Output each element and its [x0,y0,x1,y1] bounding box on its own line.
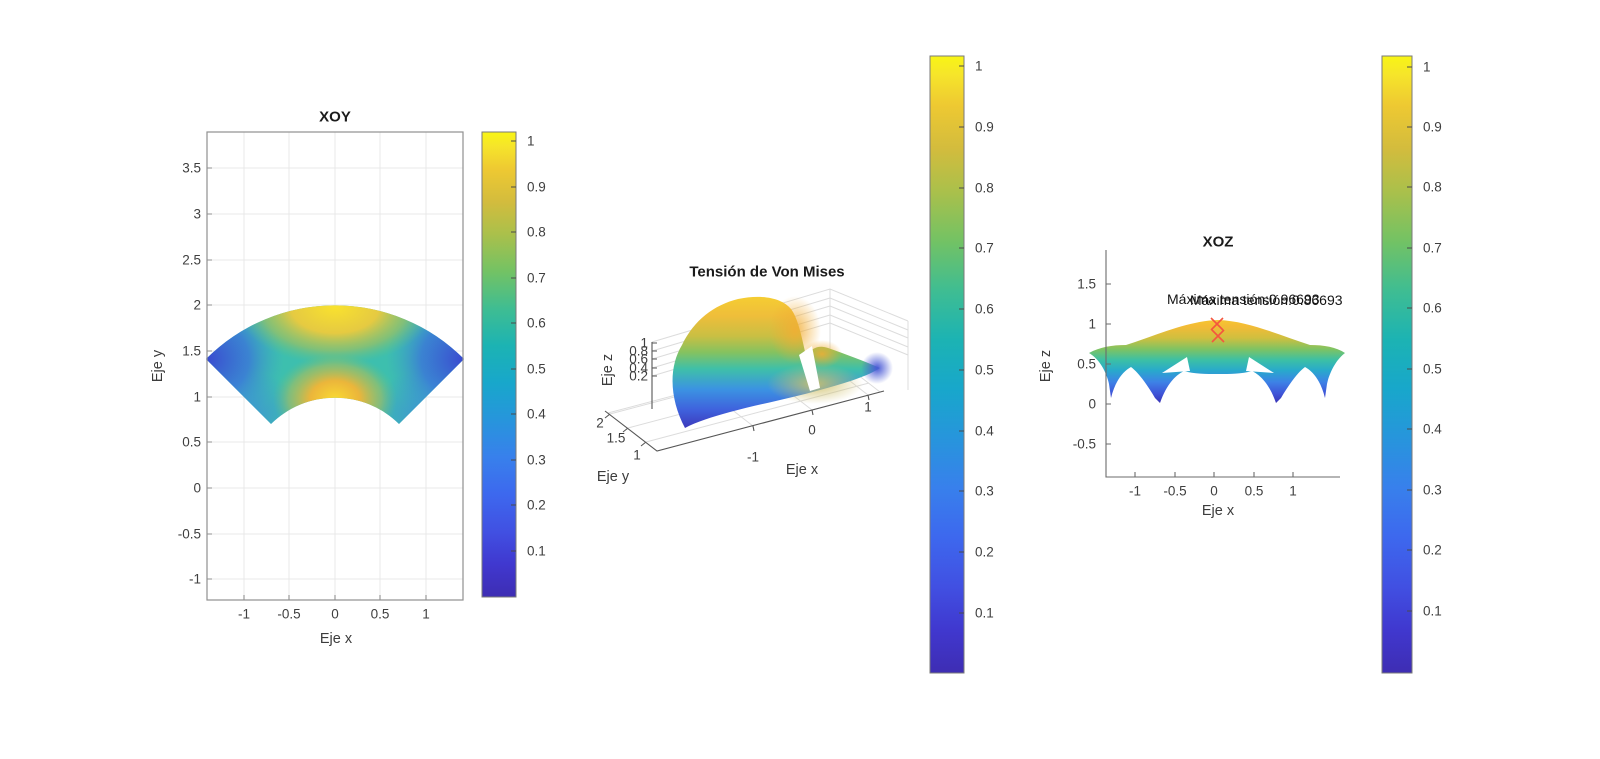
vonmises-xtick: 0 [808,422,816,438]
xoz-xtick: 1 [1289,483,1297,499]
xoy-ytick: 1 [193,389,201,405]
xoy-colorbar [481,131,517,598]
vonmises-cbtick: 0.4 [975,423,994,439]
xoy-ytick: 2 [193,297,201,313]
xoz-ztick: 1 [1088,316,1096,332]
vonmises-zlabel: Eje z [599,353,616,387]
vonmises-ylabel: Eje y [596,468,630,485]
xoy-cbtick: 0.2 [527,497,546,513]
xoz-cbtick: 0.9 [1423,119,1442,135]
vonmises-ytick: 1 [633,447,641,463]
xoy-cbtick: 0.6 [527,315,546,331]
max-marker-1 [1210,317,1224,331]
xoy-xtick: -0.5 [277,606,301,622]
xoy-ylabel: Eje y [149,349,166,383]
xoy-title: XOY [319,108,351,126]
vonmises-title: Tensión de Von Mises [689,263,845,281]
xoy-ytick: 3 [193,206,201,222]
xoy-xtick: -1 [237,606,251,622]
vonmises-cbtick: 0.2 [975,544,994,560]
vonmises-cbtick: 0.1 [975,605,994,621]
xoz-title: XOZ [1202,233,1234,251]
xoz-colorbar [1381,55,1413,674]
xoz-cbtick: 0.2 [1423,542,1442,558]
vonmises-xtick: -1 [746,449,760,465]
xoy-ytick: 3.5 [182,160,201,176]
xoz-axes [1105,250,1340,478]
vonmises-colorbar [929,55,965,674]
xoy-cbtick: 0.7 [527,270,546,286]
vonmises-ztick: 0.8 [629,343,648,359]
xoz-cbtick: 0.5 [1423,361,1442,377]
xoy-ytick: 1.5 [182,343,201,359]
vonmises-ytick: 1.5 [606,430,626,446]
xoz-ztick: 0 [1088,396,1096,412]
vonmises-ztick: 0.4 [629,360,648,376]
max-marker-2 [1211,329,1225,343]
xoz-cbtick: 0.6 [1423,300,1442,316]
xoy-cbtick: 0.8 [527,224,546,240]
xoz-xtick: 0.5 [1244,483,1264,499]
xoy-cbtick: 0.5 [527,361,546,377]
xoy-xtick: 0.5 [370,606,390,622]
vonmises-ztick: 1 [640,335,648,351]
vonmises-ztick: 0.6 [629,351,648,367]
vonmises-surface [672,296,893,428]
vonmises-ztick: 0.2 [629,368,648,384]
xoy-cbtick: 1 [527,133,535,149]
xoy-cbtick: 0.1 [527,543,546,559]
xoy-xtick: 1 [422,606,430,622]
vonmises-axes [604,342,885,452]
xoy-ytick: -0.5 [177,526,201,542]
vonmises-cbtick: 1 [975,58,983,74]
vonmises-cbtick: 0.3 [975,483,994,499]
max-tension-markers [1210,317,1225,343]
vonmises-xlabel: Eje x [785,461,819,478]
max-tension-annotation-1: Máxima tensión:0.96693 [1167,291,1320,307]
xoz-notch-left [1162,357,1190,373]
xoz-ztick: 1.5 [1077,276,1096,292]
vonmises-cbtick: 0.5 [975,362,994,378]
xoy-ytick: 0 [193,480,201,496]
xoy-ytick: -1 [188,571,201,587]
vonmises-surface-notch [799,346,820,391]
xoy-xtick: 0 [331,606,339,622]
xoy-ytick: 2.5 [182,252,201,268]
xoz-xlabel: Eje x [1201,502,1235,519]
vonmises-cbtick: 0.8 [975,180,994,196]
vonmises-xtick: 1 [864,399,872,415]
vonmises-cbtick: 0.6 [975,301,994,317]
xoz-surface [1089,320,1345,403]
xoz-cbtick: 0.3 [1423,482,1442,498]
xoz-xtick: -0.5 [1163,483,1187,499]
xoy-axes-box [206,131,464,601]
vonmises-cbtick: 0.9 [975,119,994,135]
xoz-ztick: 0.5 [1077,356,1096,372]
xoz-cbtick: 0.1 [1423,603,1442,619]
xoz-xtick: 0 [1210,483,1218,499]
vonmises-ytick: 2 [596,415,604,431]
xoy-cbtick: 0.9 [527,179,546,195]
xoy-xlabel: Eje x [319,630,353,647]
xoy-ytick: 0.5 [182,434,201,450]
xoy-cbtick: 0.3 [527,452,546,468]
xoz-zlabel: Eje z [1037,349,1054,383]
xoz-cbtick: 1 [1423,59,1431,75]
xoz-xtick: -1 [1128,483,1142,499]
xoz-cbtick: 0.4 [1423,421,1442,437]
vonmises-cbtick: 0.7 [975,240,994,256]
xoz-cbtick: 0.7 [1423,240,1442,256]
xoz-cbtick: 0.8 [1423,179,1442,195]
xoz-ztick: -0.5 [1072,436,1096,452]
xoz-notch-right [1246,357,1274,373]
xoy-cbtick: 0.4 [527,406,546,422]
max-tension-annotation-2: Máxima tensión:0.86693 [1190,292,1343,308]
